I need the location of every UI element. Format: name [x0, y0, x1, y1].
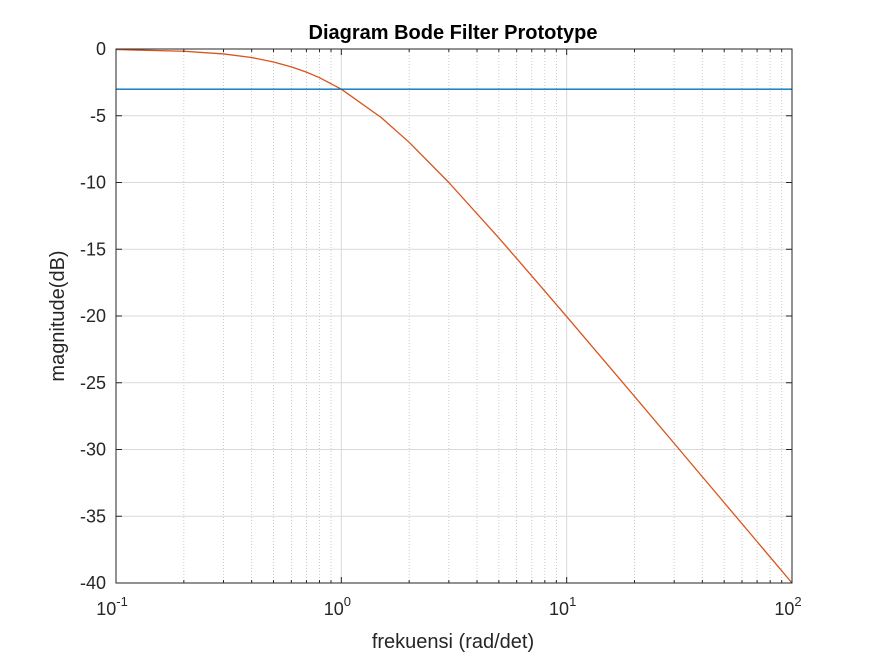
- y-tick-label: -35: [80, 506, 106, 526]
- x-tick-base: 10: [324, 599, 344, 619]
- y-tick-label: -30: [80, 440, 106, 460]
- y-tick-labels: 0 -5 -10 -15 -20 -25 -30 -35 -40: [80, 39, 106, 593]
- y-tick-label: -5: [90, 106, 106, 126]
- x-tick-exponent: 1: [569, 594, 576, 609]
- x-tick-label: 10-1: [96, 594, 128, 619]
- x-axis-label: frekuensi (rad/det): [372, 631, 534, 653]
- y-tick-label: -40: [80, 573, 106, 593]
- x-tick-base: 10: [96, 599, 116, 619]
- x-tick-label: 100: [324, 594, 351, 619]
- x-tick-label: 101: [549, 594, 576, 619]
- y-axis-label: magnitude(dB): [47, 250, 69, 381]
- y-tick-label: 0: [96, 39, 106, 59]
- y-tick-label: -25: [80, 373, 106, 393]
- x-tick-labels: 10-1 100 101 102: [96, 594, 801, 619]
- series-line-1: [115, 48, 793, 584]
- y-tick-label: -10: [80, 173, 106, 193]
- tick-marks: [115, 48, 793, 584]
- grid: [115, 49, 793, 583]
- y-tick-label: -20: [80, 306, 106, 326]
- x-tick-label: 102: [774, 594, 801, 619]
- x-tick-exponent: 0: [344, 594, 351, 609]
- x-tick-base: 10: [774, 599, 794, 619]
- x-tick-exponent: 2: [794, 594, 801, 609]
- series-layer: [115, 48, 793, 584]
- chart-title: Diagram Bode Filter Prototype: [309, 22, 598, 44]
- x-tick-exponent: -1: [116, 594, 128, 609]
- x-tick-base: 10: [549, 599, 569, 619]
- y-tick-label: -15: [80, 239, 106, 259]
